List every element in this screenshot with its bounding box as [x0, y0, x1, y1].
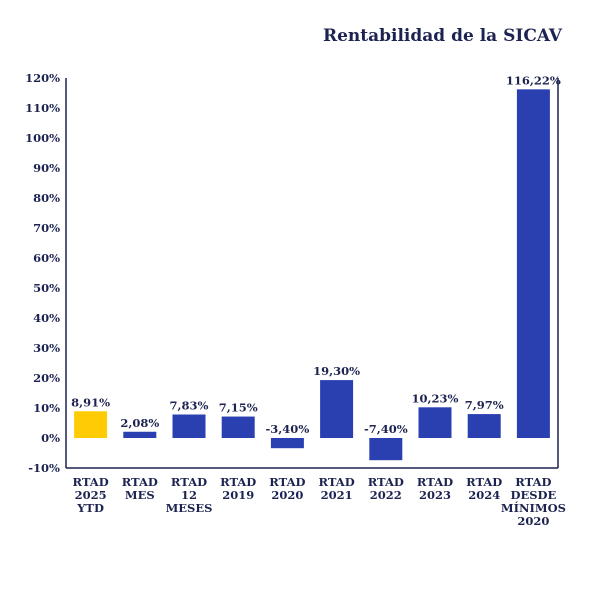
- category-label-line: MESES: [166, 501, 213, 515]
- y-tick-label: 30%: [33, 341, 60, 355]
- bar: [123, 431, 157, 438]
- category-label-line: 12: [181, 488, 197, 502]
- data-label: -7,40%: [364, 422, 408, 436]
- category-label-line: 2019: [222, 488, 254, 502]
- data-label: 2,08%: [120, 416, 159, 430]
- y-tick-label: 80%: [33, 191, 60, 205]
- y-tick-label: 110%: [25, 101, 60, 115]
- data-label: 116,22%: [506, 73, 561, 87]
- category-label-line: RTAD: [319, 475, 355, 489]
- category-label-line: MÍNIMOS: [501, 501, 566, 515]
- chart-title: Rentabilidad de la SICAV: [322, 26, 562, 46]
- bar: [74, 411, 108, 438]
- category-label: RTAD 2019: [220, 475, 256, 502]
- y-tick-label: 50%: [33, 281, 60, 295]
- bar: [320, 380, 354, 438]
- data-label: 7,97%: [465, 398, 504, 412]
- bar: [270, 438, 304, 449]
- category-label-line: MES: [125, 488, 155, 502]
- category-label-line: RTAD: [73, 475, 109, 489]
- data-label: 10,23%: [412, 391, 459, 405]
- category-label-line: RTAD: [466, 475, 502, 489]
- category-label: RTAD 2025 YTD: [73, 475, 109, 515]
- category-label-line: 2020: [271, 488, 303, 502]
- bar: [467, 414, 501, 438]
- category-label: RTAD 2021: [319, 475, 355, 502]
- bar: [516, 89, 550, 438]
- y-tick-label: 100%: [25, 131, 60, 145]
- category-label: RTAD MES: [122, 475, 158, 502]
- y-tick-label: 70%: [33, 221, 60, 235]
- y-tick-label: 0%: [41, 431, 60, 445]
- y-tick-label: 120%: [25, 71, 60, 85]
- bar: [369, 438, 403, 461]
- category-label-line: 2023: [419, 488, 451, 502]
- data-label: 7,83%: [170, 399, 209, 413]
- bar: [418, 407, 452, 438]
- y-tick-label: 40%: [33, 311, 60, 325]
- category-label: RTAD 2023: [417, 475, 453, 502]
- y-tick-label: -10%: [28, 461, 60, 475]
- bar: [221, 416, 255, 438]
- category-label-line: YTD: [76, 501, 104, 515]
- category-label: RTAD DESDE MÍNIMOS 2020: [501, 475, 566, 528]
- category-label-line: RTAD: [171, 475, 207, 489]
- category-label-line: RTAD: [515, 475, 551, 489]
- category-label-line: 2024: [468, 488, 500, 502]
- category-label-line: DESDE: [511, 488, 557, 502]
- category-label-line: 2021: [321, 488, 353, 502]
- bar: [172, 414, 206, 438]
- category-label-line: 2020: [517, 514, 549, 528]
- y-tick-label: 20%: [33, 371, 60, 385]
- y-tick-label: 10%: [33, 401, 60, 415]
- y-tick-label: 90%: [33, 161, 60, 175]
- category-label-line: 2022: [370, 488, 402, 502]
- category-label: RTAD 2020: [269, 475, 305, 502]
- data-label: -3,40%: [266, 422, 310, 436]
- category-label-line: RTAD: [269, 475, 305, 489]
- category-label-line: RTAD: [220, 475, 256, 489]
- y-tick-label: 60%: [33, 251, 60, 265]
- data-label: 7,15%: [219, 401, 258, 415]
- category-label: RTAD 2024: [466, 475, 502, 502]
- category-label: RTAD 12 MESES: [166, 475, 213, 515]
- data-label: 8,91%: [71, 395, 110, 409]
- category-label-line: RTAD: [122, 475, 158, 489]
- category-label-line: 2025: [75, 488, 107, 502]
- category-label-line: RTAD: [417, 475, 453, 489]
- category-label-line: RTAD: [368, 475, 404, 489]
- category-label: RTAD 2022: [368, 475, 404, 502]
- data-label: 19,30%: [313, 364, 360, 378]
